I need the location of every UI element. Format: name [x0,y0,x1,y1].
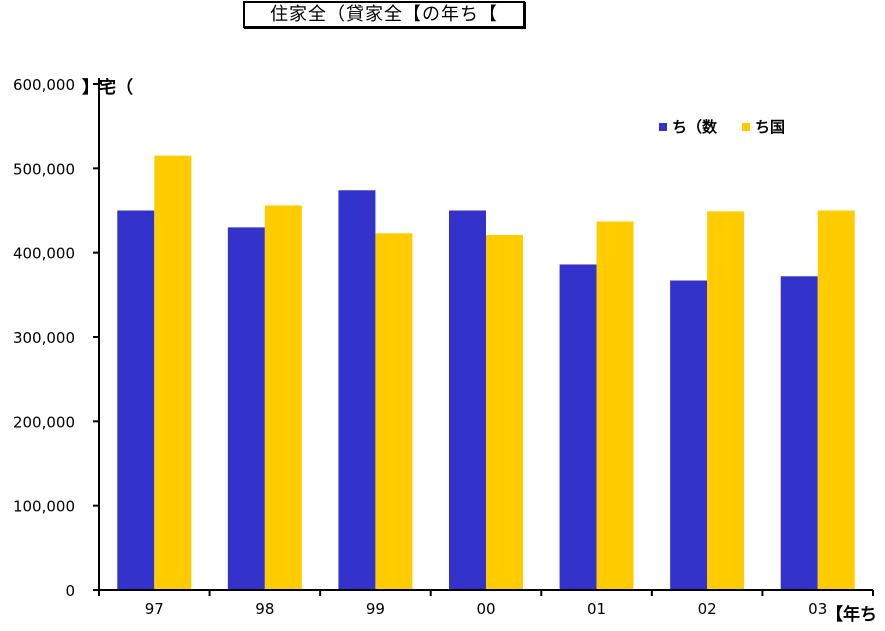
y-tick-label-6: 600,000 [13,76,75,94]
x-tick-label-98: 98 [255,600,274,618]
y-tick-label-2: 200,000 [13,413,75,431]
y-tick-label-0: 0 [65,582,75,600]
legend-item-series-1: ち（数 [659,116,717,137]
bar-series-2-03 [817,210,855,590]
x-tick-label-97: 97 [145,600,164,618]
bar-series-2-97 [154,155,192,590]
chart-title: 住家全（貸家全【の年ち【 [243,1,525,28]
x-tick-label-02: 02 [698,600,717,618]
legend-swatch-series-1 [659,123,667,131]
bar-series-2-02 [707,211,745,591]
bar-series-1-02 [670,280,708,590]
bar-series-2-99 [375,233,413,590]
y-axis-label: 】宅（ [82,78,133,98]
bar-series-1-00 [449,210,486,590]
y-tick-label-3: 300,000 [13,329,75,347]
x-axis-label: 【年ち [826,605,877,625]
x-tick-label-00: 00 [476,600,495,618]
bars-group [117,155,855,591]
axes-group: 0 100,000 200,000 300,000 400,000 500,000 600,… [13,76,874,618]
legend-swatch-series-2 [742,123,750,131]
bar-series-2-00 [486,234,523,590]
y-tick-label-1: 100,000 [13,498,75,516]
bar-series-2-01 [596,221,634,591]
x-tick-label-01: 01 [587,600,606,618]
bar-series-2-98 [264,205,302,590]
legend-item-series-2: ち国 [742,116,785,137]
y-tick-label-4: 400,000 [13,245,75,263]
legend-label-series-1: ち（数 [672,118,718,136]
bar-series-1-97 [117,210,155,590]
x-tick-label-99: 99 [366,600,385,618]
bar-series-1-99 [338,190,376,590]
x-tick-label-03: 03 [808,600,827,618]
bar-series-1-01 [559,264,597,590]
bar-series-1-03 [780,276,818,590]
bar-series-1-98 [227,227,265,590]
y-tick-label-5: 500,000 [13,160,75,178]
legend-label-series-2: ち国 [755,118,786,136]
